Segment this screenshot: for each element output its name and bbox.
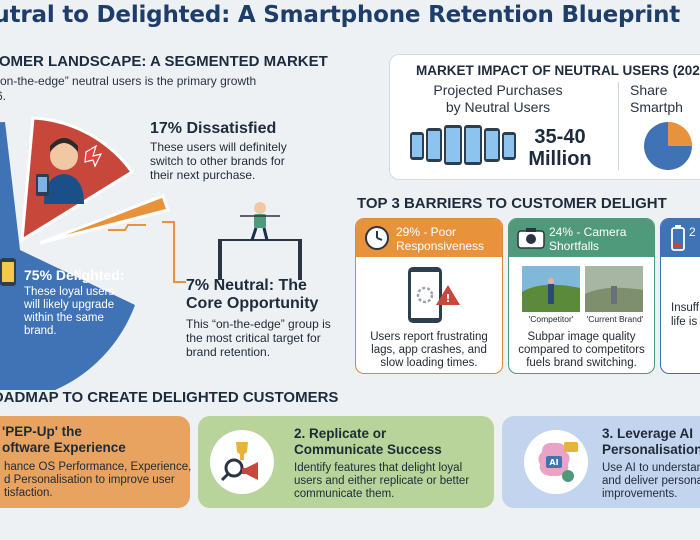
roadmap-description-line2: and deliver persona [602, 475, 700, 487]
barrier-title-line1: 29% - Poor [396, 225, 457, 239]
current-brand-photo [585, 266, 643, 312]
smartphones-icon [410, 125, 516, 165]
dissatisfied-slice [20, 116, 135, 243]
roadmap-description-line1: hance OS Performance, Experience, [4, 461, 192, 473]
roadmap-card-software: 'PEP-Up' the oftware Experience hance OS… [0, 416, 191, 508]
roadmap-title: 'PEP-Up' the oftware Experience [2, 424, 126, 456]
segment-subtitle: “on-the-edge” neutral users is the prima… [0, 74, 296, 104]
roadmap-card-ai: AI 3. Leverage AI Personalisation Use AI… [502, 416, 700, 508]
roadmap-description-line2: users and either replicate or better [294, 475, 470, 487]
barrier-title-line2: Shortfalls [549, 239, 600, 253]
roadmap-description-line3: tisfaction. [4, 487, 53, 499]
angry-user-icon [36, 138, 103, 204]
lagging-phone-icon: ! [408, 267, 460, 323]
neutral-title-line2: Core Opportunity [186, 295, 319, 312]
roadmap-title-line2: oftware Experience [2, 440, 126, 455]
share-label: Share Smartph [630, 82, 700, 116]
roadmap-description: Identify features that delight loyal use… [294, 462, 490, 501]
roadmap-title-line1: 'PEP-Up' the [2, 424, 82, 439]
roadmap-heading: OADMAP TO CREATE DELIGHTED CUSTOMERS [0, 389, 339, 406]
delighted-text: These loyal users will likely upgrade wi… [24, 286, 115, 337]
svg-text:AI: AI [549, 458, 558, 467]
roadmap-title: 2. Replicate or Communicate Success [294, 426, 442, 458]
market-impact-label-line2: by Neutral Users [445, 99, 551, 115]
page-title: eutral to Delighted: A Smartphone Retent… [0, 2, 681, 28]
market-impact-label-line1: Projected Purchases [433, 82, 563, 98]
current-brand-caption: 'Current Brand' [586, 314, 644, 324]
ai-brain-icon: AI [524, 430, 588, 494]
segment-heading: TOMER LANDSCAPE: A SEGMENTED MARKET [0, 53, 328, 70]
roadmap-description: hance OS Performance, Experience, d Pers… [4, 461, 204, 500]
neutral-leader-line [162, 221, 186, 283]
barrier-title-line2: Responsiveness [396, 239, 485, 253]
neutral-title-line1: 7% Neutral: The [186, 277, 307, 294]
neutral-text: This “on-the-edge” group is the most cri… [186, 317, 331, 359]
market-impact-value-line2: Million [528, 148, 592, 170]
clock-icon [365, 226, 389, 250]
svg-text:!: ! [445, 292, 450, 305]
competitor-photo [522, 266, 580, 312]
roadmap-title: 3. Leverage AI Personalisation [602, 426, 700, 458]
trophy-megaphone-icon [210, 430, 274, 494]
roadmap-description-line1: Identify features that delight loyal [294, 462, 463, 474]
dissatisfied-title: 17% Dissatisfied [150, 120, 277, 137]
segment-pie-chart [0, 116, 302, 390]
segment-subtitle-line1: “on-the-edge” neutral users is the prima… [0, 74, 257, 88]
barrier-title: 29% - Poor Responsiveness [396, 225, 484, 253]
roadmap-description-line1: Use AI to understan [602, 462, 700, 474]
roadmap-description-line3: communicate them. [294, 488, 395, 500]
roadmap-card-replicate: 2. Replicate or Communicate Success Iden… [198, 416, 494, 508]
roadmap-title-line2: Communicate Success [294, 442, 442, 457]
barrier-description: Users report frustrating lags, app crash… [370, 331, 488, 369]
roadmap-description-line3: improvements. [602, 488, 678, 500]
roadmap-title-line2: Personalisation [602, 442, 700, 457]
barrier-card-responsiveness: 29% - Poor Responsiveness ! Users report… [355, 218, 503, 374]
delighted-user-icon [0, 258, 16, 286]
camera-icon [517, 228, 545, 249]
competitor-caption: 'Competitor' [528, 314, 574, 324]
barrier-description-line2: life is a [671, 316, 700, 328]
barrier-title-line1: 24% - Camera [549, 225, 627, 239]
delighted-title: 75% Delighted: [24, 267, 125, 283]
roadmap-title-line1: 3. Leverage AI [602, 426, 694, 441]
roadmap-title-line1: 2. Replicate or [294, 426, 387, 441]
battery-icon [671, 225, 685, 251]
barrier-title: 24% - Camera Shortfalls [549, 225, 626, 253]
share-label-line2: Smartph [630, 99, 683, 115]
barrier-card-camera: 24% - Camera Shortfalls 'Competitor' 'Cu… [508, 218, 655, 374]
market-impact-divider [618, 82, 619, 170]
dissatisfied-text: These users will definitely switch to ot… [150, 140, 287, 182]
market-impact-value: 35-40 Million [524, 126, 596, 170]
barrier-description-line1: Insuff [671, 302, 699, 314]
roadmap-description: Use AI to understan and deliver persona … [602, 462, 700, 501]
share-pie-icon [644, 122, 692, 170]
barrier-title: 2 [689, 225, 696, 239]
market-impact-title: MARKET IMPACT OF NEUTRAL USERS (2026 [416, 63, 700, 78]
delighted-slice [0, 122, 135, 390]
neutral-slice [39, 194, 170, 245]
market-impact-value-line1: 35-40 [534, 126, 586, 148]
barrier-card-battery: 2 Insuff life is a [660, 218, 700, 374]
barrier-description: Insuff life is a [671, 301, 700, 329]
barriers-heading: TOP 3 BARRIERS TO CUSTOMER DELIGHT [357, 195, 667, 212]
share-label-line1: Share [630, 82, 668, 98]
segment-subtitle-line2: 6. [0, 89, 7, 103]
market-impact-label: Projected Purchases by Neutral Users [423, 82, 573, 116]
barrier-description: Subpar image quality compared to competi… [518, 331, 645, 369]
roadmap-description-line2: d Personalisation to improve user [4, 474, 175, 486]
neutral-user-icon [218, 202, 302, 280]
